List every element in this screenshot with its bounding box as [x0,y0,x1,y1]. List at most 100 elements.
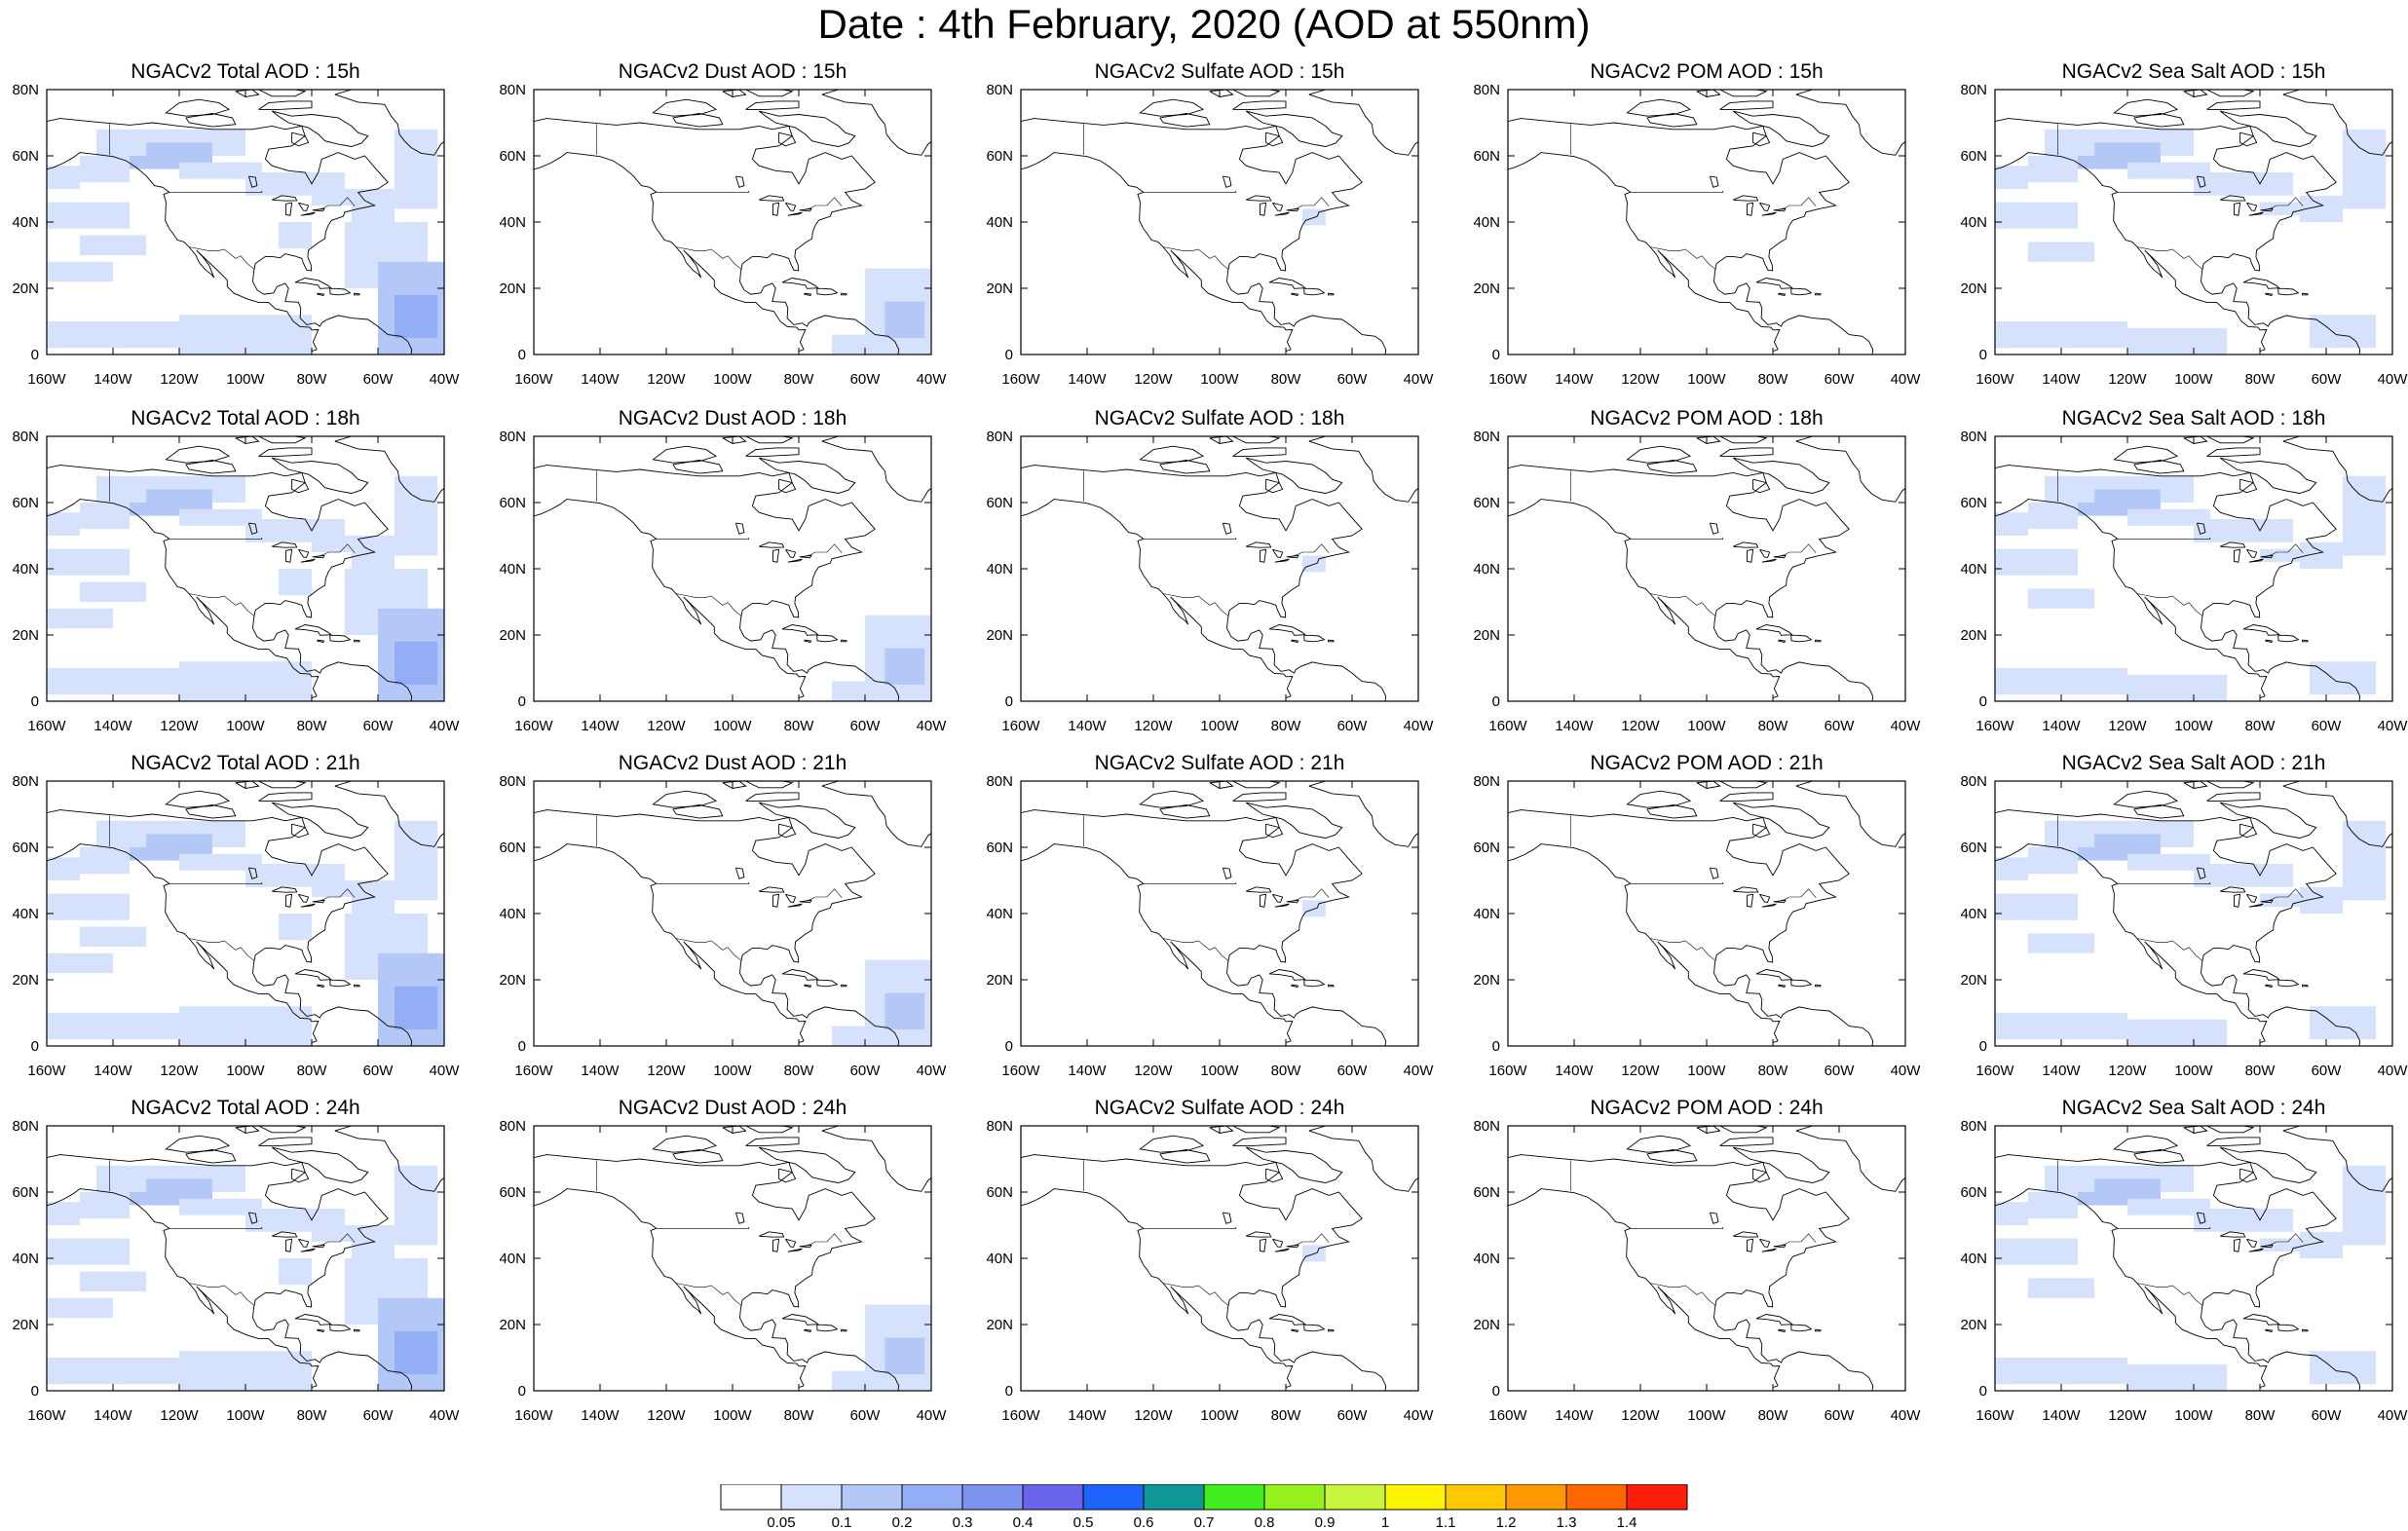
coastline-island [1719,100,1774,110]
lon-tick-label: 60W [2312,718,2343,734]
lat-tick-label: 20N [986,627,1013,644]
lon-tick-label: 40W [1404,371,1435,388]
political-border [1162,246,1228,270]
lon-tick-label: 80W [1271,371,1302,388]
coastline-island [1755,624,1793,636]
lon-tick-label: 120W [2108,1063,2147,1079]
lon-tick-label: 40W [1404,1407,1435,1424]
lon-tick-label: 120W [1621,1407,1660,1424]
lat-tick-label: 0 [1492,1383,1500,1400]
aod-cell [2127,1019,2227,1046]
lon-tick-label: 140W [581,371,620,388]
coastline-island [271,802,369,839]
coastline-island [1646,460,1698,474]
lon-tick-label: 80W [297,1063,328,1079]
coastline-island [816,634,839,643]
lake-outline [1260,1238,1267,1252]
aod-cell [312,536,361,552]
coastline-island [291,1168,310,1183]
map-panel: NGACv2 Total AOD : 18h 160W 140W 120W 100W 80… [0,407,491,736]
lake-outline [1222,1212,1232,1224]
lat-tick-label: 80N [12,1118,39,1135]
aod-cell [80,503,130,530]
lon-tick-label: 160W [1001,1063,1040,1079]
aod-shading [1995,1165,2387,1391]
colorbar-label: 0.9 [1315,1514,1336,1529]
coastline-greenland [1795,1126,1905,1192]
map-background [1021,90,1418,355]
aod-cell [47,893,130,920]
lat-tick-label: 80N [986,1118,1013,1135]
coastline-north-america [1021,1154,1387,1391]
political-border [1143,190,1237,193]
coastline-island [804,984,812,989]
coastline-north-america [47,1154,413,1391]
coastline-island [745,90,794,97]
lon-tick-label: 60W [1337,718,1369,734]
coastline-island [1291,639,1299,644]
lat-tick-label: 60N [1473,495,1500,511]
coastline-north-america [1508,1154,1874,1391]
coastline-island [1139,445,1205,464]
political-border [802,197,843,211]
lat-tick-label: 20N [12,627,39,644]
coastline-island [652,98,718,117]
coastline-island [1719,1137,1774,1146]
lat-tick-label: 20N [1960,627,1987,644]
political-border [1649,246,1715,270]
lat-tick-label: 0 [1005,347,1013,363]
lon-tick-label: 40W [1891,371,1922,388]
lat-tick-label: 0 [31,347,39,363]
lon-tick-label: 140W [581,1063,620,1079]
map-canvas: 160W 140W 120W 100W 80W 60W 40W 0 20N 40N 60N 80N [499,429,947,734]
lon-tick-label: 60W [2312,1063,2343,1079]
aod-shading [47,820,444,1046]
political-border [675,246,741,270]
coastline-island [2113,445,2179,464]
political-border [188,246,254,270]
lon-tick-label: 160W [1975,1063,2014,1079]
lat-tick-label: 20N [1473,1317,1500,1333]
coastline-island [1790,634,1813,643]
map-canvas: 160W 140W 120W 100W 80W 60W 40W 0 20N 40N 60N 80N [986,82,1435,388]
coastline-island [2239,1168,2258,1183]
lon-tick-label: 100W [2174,1063,2213,1079]
lake-outline [759,886,785,893]
aod-cell [2127,1198,2210,1215]
lat-tick-label: 60N [12,1184,39,1201]
political-border [2136,593,2202,616]
lake-outline [759,541,785,548]
coastline-island [1719,781,1768,789]
lake-outline [272,541,298,548]
aod-cell [2343,1165,2387,1246]
coastline-island [758,457,856,494]
map-canvas: 160W 140W 120W 100W 80W 60W 40W 0 20N 40N 60N 80N [12,429,460,734]
map-panel: NGACv2 Dust AOD : 21h 160W 140W 120W 100W 80W… [487,752,978,1081]
lake-outline [247,867,258,879]
aod-cell [2028,933,2094,953]
aod-cell [1995,668,2127,695]
aod-cell [2028,588,2094,609]
aod-cell [2194,519,2293,542]
lon-tick-label: 120W [1621,718,1660,734]
lat-tick-label: 20N [12,280,39,297]
coastline-island [1755,969,1793,981]
lon-tick-label: 140W [1555,371,1594,388]
lake-outline [2220,541,2246,548]
coastline-island [1646,804,1698,819]
political-border [2263,543,2304,558]
lon-tick-label: 160W [1488,1063,1527,1079]
coastline-island [1245,457,1343,494]
lat-tick-label: 80N [1960,82,1987,98]
coastline-island [1790,287,1813,296]
lat-tick-label: 40N [1960,214,1987,231]
lon-tick-label: 140W [94,1407,132,1424]
coastline-island [1815,639,1822,643]
political-border [1143,537,1237,540]
lon-tick-label: 100W [1687,1407,1726,1424]
aod-cell [832,1026,865,1046]
coastline-island [816,1324,839,1332]
coastline-greenland [1308,781,1418,847]
aod-shading [1995,475,2387,701]
aod-cell [47,321,179,349]
